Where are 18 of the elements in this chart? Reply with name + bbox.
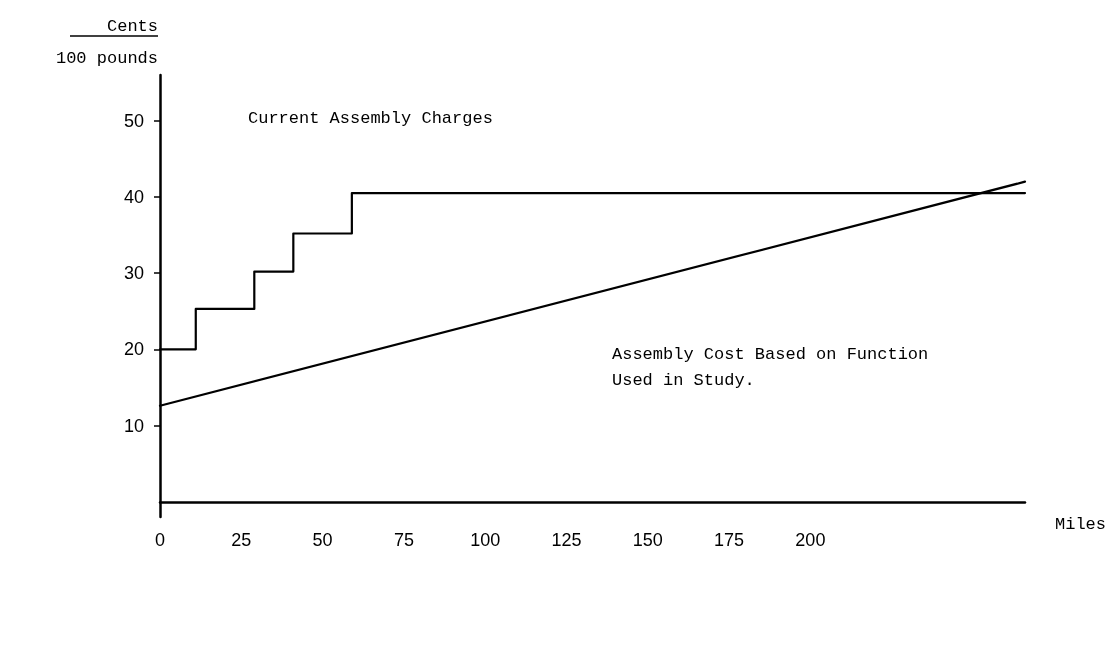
x-tick-label: 0 bbox=[154, 530, 166, 550]
x-tick-label: 150 bbox=[632, 530, 663, 550]
x-tick-label: 175 bbox=[714, 530, 745, 550]
x-tick-label: 25 bbox=[231, 530, 252, 550]
y-axis-title: Cents 100 pounds bbox=[55, 16, 158, 68]
y-tick-label: 10 bbox=[123, 415, 144, 436]
annotation: Assembly Cost Based on Function Used in Study. bbox=[612, 344, 929, 390]
x-tick-label: 100 bbox=[470, 530, 501, 550]
x-axis-title: Miles bbox=[1055, 514, 1107, 534]
x-tick-label: 200 bbox=[795, 530, 826, 550]
x-tick-label: 75 bbox=[393, 530, 414, 550]
x-tick-label: 125 bbox=[551, 530, 582, 550]
x-tick-label: 50 bbox=[312, 530, 333, 550]
y-tick-label: 20 bbox=[123, 339, 144, 360]
annotation: Current Assembly Charges bbox=[248, 108, 493, 128]
y-tick-label: 40 bbox=[123, 186, 144, 207]
y-tick-label: 50 bbox=[123, 110, 144, 131]
y-tick-label: 30 bbox=[123, 263, 144, 284]
